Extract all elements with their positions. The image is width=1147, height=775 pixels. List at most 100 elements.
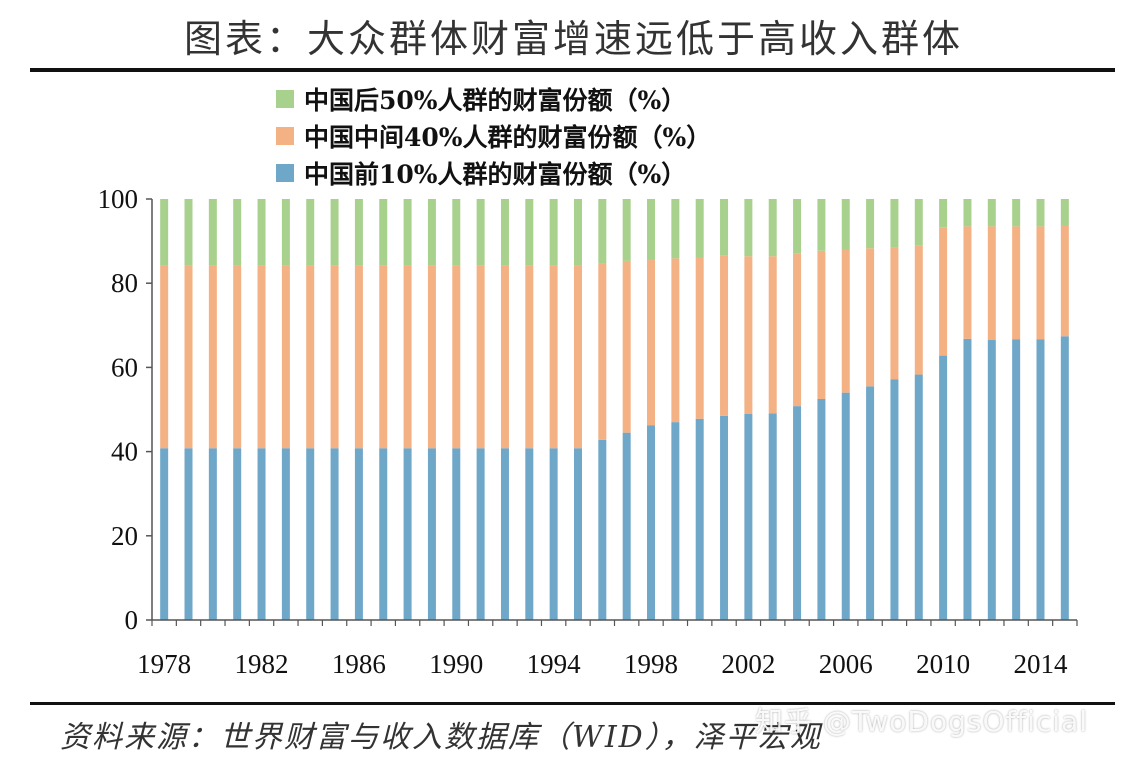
bar-bottom50-2000 (695, 199, 704, 258)
bar-bottom50-2002 (744, 199, 753, 257)
bar-bottom50-1991 (476, 199, 485, 266)
bar-middle40-2005 (817, 250, 826, 399)
bar-top10-2006 (841, 392, 850, 620)
bar-middle40-1983 (281, 265, 290, 449)
bar-bottom50-1995 (573, 199, 582, 266)
bar-bottom50-2013 (1012, 199, 1021, 227)
bar-bottom50-1983 (281, 199, 290, 266)
legend-swatch-top10 (276, 163, 294, 182)
legend-label-bottom50: 中国后50%人群的财富份额（%） (304, 85, 687, 115)
bar-top10-1989 (427, 448, 436, 620)
bar-bottom50-2003 (768, 199, 777, 257)
bar-middle40-1994 (549, 265, 558, 449)
bar-middle40-1987 (379, 265, 388, 449)
bar-bottom50-1997 (622, 199, 631, 261)
bar-top10-1985 (330, 448, 339, 620)
top-rule (30, 68, 1115, 72)
bar-bottom50-1985 (330, 199, 339, 266)
bar-top10-1988 (403, 448, 412, 620)
bar-top10-2001 (720, 415, 729, 620)
x-tick-label-1998: 1998 (624, 649, 678, 679)
bar-middle40-1984 (306, 265, 315, 449)
bar-middle40-1990 (452, 265, 461, 449)
bar-middle40-2012 (987, 226, 996, 341)
y-tick-label-20: 20 (111, 521, 138, 551)
axes-group: 0 20 40 60 80 100 1978 1982 1986 1990 1994 1998 2002… (98, 184, 1078, 679)
x-tick-label-1986: 1986 (332, 649, 386, 679)
bar-bottom50-2009 (914, 199, 923, 246)
bar-top10-1990 (452, 448, 461, 620)
legend-label-middle40: 中国中间40%人群的财富份额（%） (304, 122, 712, 152)
bar-middle40-1992 (500, 265, 509, 449)
bar-bottom50-2015 (1060, 199, 1069, 226)
bar-top10-1997 (622, 432, 631, 620)
bar-bottom50-2008 (890, 199, 899, 248)
source-note: 资料来源：世界财富与收入数据库（WID），泽平宏观 (60, 720, 822, 755)
x-tick-label-2014: 2014 (1013, 649, 1068, 679)
bar-middle40-1989 (427, 265, 436, 449)
bar-bottom50-1989 (427, 199, 436, 266)
bar-bottom50-2012 (987, 199, 996, 227)
bar-top10-2010 (939, 355, 948, 620)
bar-top10-2011 (963, 338, 972, 620)
bar-middle40-1997 (622, 260, 631, 433)
bar-bottom50-2004 (793, 199, 802, 254)
bar-bottom50-2011 (963, 199, 972, 227)
bar-top10-2014 (1036, 339, 1045, 620)
legend-item-top10: 中国前10%人群的财富份额（%） (276, 154, 711, 191)
legend-swatch-bottom50 (276, 89, 294, 108)
bar-bottom50-1981 (233, 199, 242, 266)
bar-bottom50-1988 (403, 199, 412, 266)
bar-top10-1993 (525, 448, 534, 620)
bar-top10-2000 (695, 418, 704, 620)
bottom-rule (30, 702, 1115, 705)
bar-top10-1978 (160, 448, 169, 620)
bar-middle40-1986 (354, 265, 363, 449)
bar-middle40-2007 (866, 248, 875, 387)
bar-top10-1991 (476, 448, 485, 620)
bar-bottom50-2014 (1036, 199, 1045, 227)
bar-bottom50-1992 (500, 199, 509, 266)
chart-legend: 中国后50%人群的财富份额（%） 中国中间40%人群的财富份额（%） 中国前10… (276, 80, 711, 191)
bar-middle40-2015 (1060, 225, 1069, 337)
bar-bottom50-1978 (160, 199, 169, 266)
bar-bottom50-1987 (379, 199, 388, 266)
bar-top10-1982 (257, 448, 266, 620)
bar-middle40-2008 (890, 247, 899, 380)
legend-item-bottom50: 中国后50%人群的财富份额（%） (276, 80, 711, 117)
bar-middle40-2013 (1012, 226, 1021, 340)
x-tick-label-1994: 1994 (527, 649, 582, 679)
bar-middle40-2001 (720, 255, 729, 416)
bar-top10-1984 (306, 448, 315, 620)
bar-bottom50-2005 (817, 199, 826, 251)
bar-bottom50-2007 (866, 199, 875, 249)
bar-top10-1986 (354, 448, 363, 620)
bar-middle40-2009 (914, 245, 923, 375)
bar-top10-1999 (671, 422, 680, 620)
bar-middle40-1981 (233, 265, 242, 449)
bar-bottom50-2010 (939, 199, 948, 228)
y-tick-label-60: 60 (111, 352, 138, 382)
x-tick-label-2010: 2010 (916, 649, 970, 679)
bar-middle40-2011 (963, 226, 972, 339)
bar-middle40-1998 (647, 260, 656, 426)
bar-middle40-1988 (403, 265, 412, 449)
bar-middle40-2006 (841, 249, 850, 393)
legend-swatch-middle40 (276, 126, 294, 145)
bar-top10-2004 (793, 406, 802, 620)
y-tick-label-100: 100 (98, 184, 139, 214)
y-tick-label-0: 0 (125, 605, 139, 635)
bar-top10-2003 (768, 413, 777, 620)
bar-middle40-1995 (573, 265, 582, 449)
bar-top10-2002 (744, 413, 753, 620)
bar-top10-2009 (914, 374, 923, 620)
bar-middle40-2014 (1036, 226, 1045, 340)
legend-label-top10: 中国前10%人群的财富份额（%） (304, 159, 687, 189)
bar-top10-2015 (1060, 336, 1069, 620)
bar-bottom50-1984 (306, 199, 315, 266)
bar-top10-1980 (208, 448, 217, 620)
bar-bottom50-1986 (354, 199, 363, 266)
bar-top10-1979 (184, 448, 193, 620)
bar-middle40-1982 (257, 265, 266, 449)
bar-middle40-1980 (208, 265, 217, 449)
